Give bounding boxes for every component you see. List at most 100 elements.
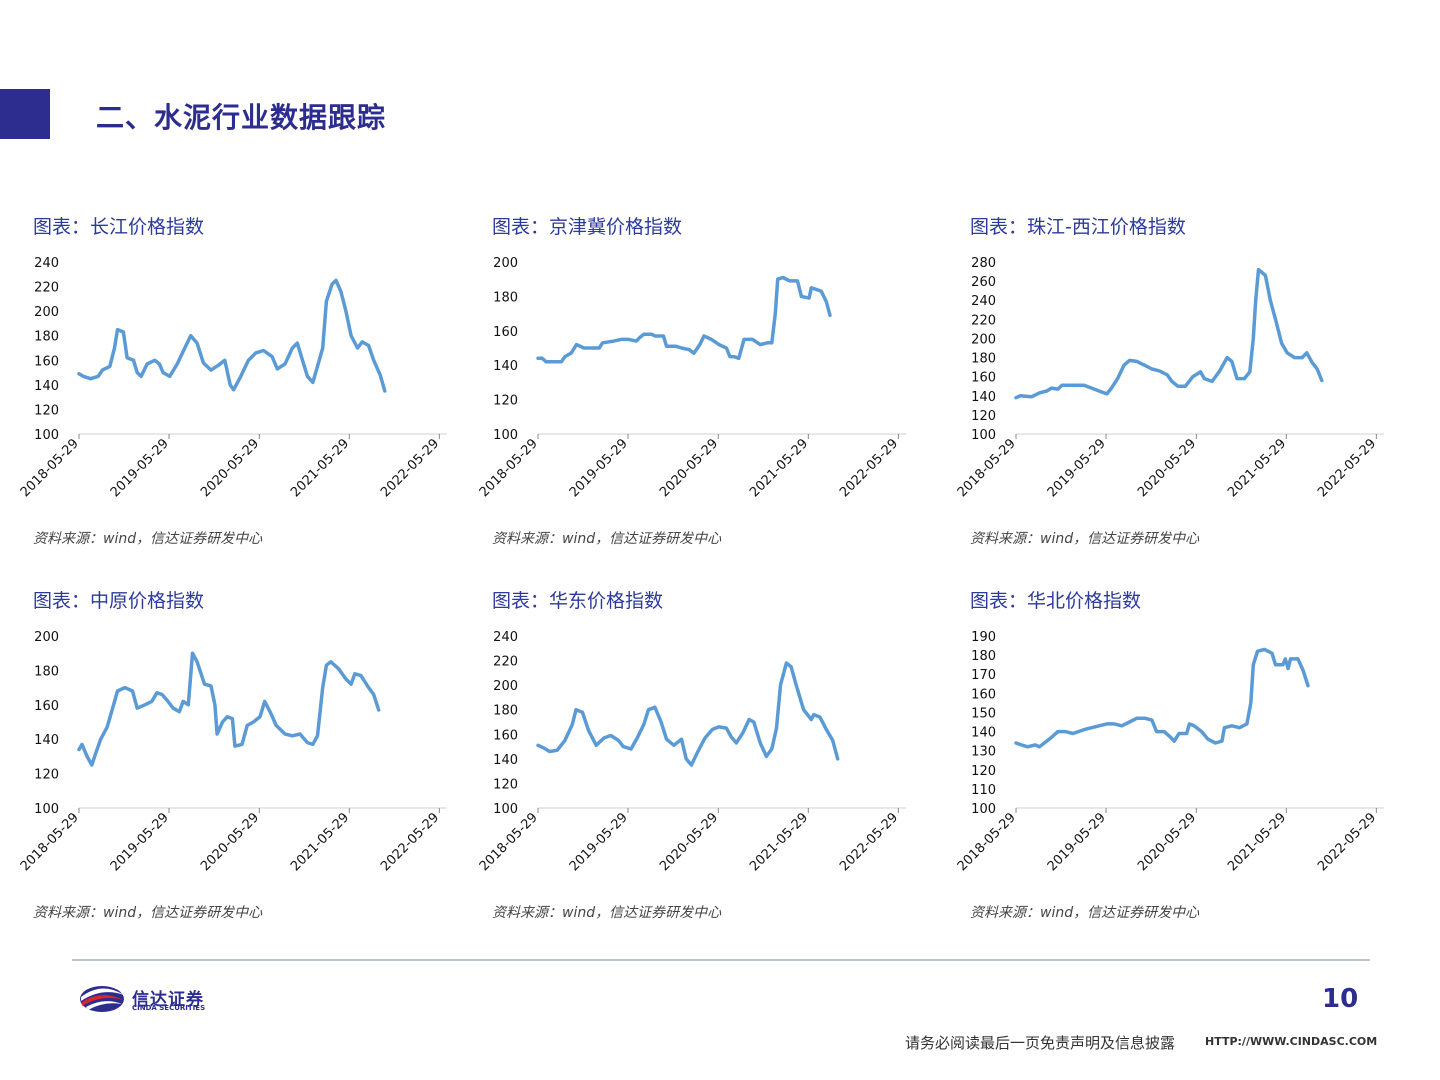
- x-tick-label: 2018-05-29: [18, 810, 82, 874]
- y-tick-label: 170: [971, 668, 996, 683]
- x-tick-label: 2018-05-29: [955, 436, 1019, 500]
- chart-source: 资料来源：wind，信达证券研发中心: [492, 905, 722, 921]
- y-tick-label: 200: [493, 256, 518, 271]
- y-tick-label: 180: [34, 330, 59, 345]
- x-tick-label: 2021-05-29: [747, 810, 811, 874]
- y-tick-label: 220: [34, 281, 59, 296]
- y-tick-label: 240: [971, 294, 996, 309]
- x-tick-label: 2018-05-29: [955, 810, 1019, 874]
- y-tick-label: 140: [971, 726, 996, 741]
- chart-source: 资料来源：wind，信达证券研发中心: [492, 531, 722, 547]
- x-tick-label: 2022-05-29: [837, 436, 901, 500]
- y-tick-label: 200: [34, 630, 59, 645]
- chart-svg: 100 120 140 160 180 200 2018-05-29 2019-05-29 20…: [18, 630, 447, 874]
- y-tick-label: 180: [493, 704, 518, 719]
- x-tick-label: 2021-05-29: [1225, 810, 1289, 874]
- chart-panel-huadong: 图表：华东价格指数 100 120 140 160 180 200 220 240 2018-0…: [477, 586, 962, 946]
- logo-text: 信达证券: [132, 990, 204, 1010]
- y-tick-label: 160: [971, 687, 996, 702]
- y-tick-label: 100: [971, 428, 996, 443]
- x-tick-label: 2021-05-29: [1225, 436, 1289, 500]
- page-title: 二、水泥行业数据跟踪: [96, 101, 387, 134]
- chart-title: 图表：长江价格指数: [33, 216, 205, 238]
- y-tick-label: 150: [971, 706, 996, 721]
- y-tick-label: 100: [34, 802, 59, 817]
- y-tick-label: 220: [493, 655, 518, 670]
- series-line: [1014, 267, 1324, 400]
- x-tick-label: 2018-05-29: [18, 436, 82, 500]
- y-tick-label: 160: [34, 699, 59, 714]
- chart-panel-huabei: 图表：华北价格指数 100 110 120 130 140 150 160 170 180 190…: [955, 586, 1440, 946]
- x-tick-label: 2022-05-29: [1315, 436, 1379, 500]
- y-tick-label: 120: [493, 777, 518, 792]
- x-tick-label: 2021-05-29: [288, 436, 352, 500]
- site-url[interactable]: HTTP://WWW.CINDASC.COM: [1205, 1035, 1378, 1048]
- x-tick-label: 2020-05-29: [657, 810, 721, 874]
- y-tick-label: 120: [971, 409, 996, 424]
- y-tick-label: 110: [971, 783, 996, 798]
- y-tick-label: 260: [971, 275, 996, 290]
- y-tick-label: 120: [34, 403, 59, 418]
- chart-svg: 100 120 140 160 180 200 220 240 260 280 2018-05-29…: [955, 256, 1384, 500]
- cinda-logo: [80, 986, 124, 1012]
- y-tick-label: 100: [493, 802, 518, 817]
- y-tick-label: 100: [34, 428, 59, 443]
- y-tick-label: 140: [34, 733, 59, 748]
- chart-title: 图表：京津冀价格指数: [492, 216, 683, 238]
- chart-source: 资料来源：wind，信达证券研发中心: [33, 905, 263, 921]
- y-tick-label: 140: [34, 379, 59, 394]
- y-tick-label: 200: [34, 305, 59, 320]
- x-tick-label: 2020-05-29: [198, 436, 262, 500]
- y-tick-label: 140: [493, 753, 518, 768]
- y-tick-label: 180: [971, 649, 996, 664]
- page-number: 10: [1322, 984, 1359, 1014]
- y-tick-label: 120: [34, 768, 59, 783]
- y-tick-label: 160: [971, 371, 996, 386]
- x-tick-label: 2022-05-29: [837, 810, 901, 874]
- y-tick-label: 220: [971, 313, 996, 328]
- chart-source: 资料来源：wind，信达证券研发中心: [970, 905, 1200, 921]
- chart-svg: 100 110 120 130 140 150 160 170 180 190 2018-05-29…: [955, 630, 1384, 874]
- x-tick-label: 2019-05-29: [1045, 810, 1109, 874]
- y-tick-label: 190: [971, 630, 996, 645]
- y-tick-label: 240: [34, 256, 59, 271]
- chart-title: 图表：华北价格指数: [970, 590, 1142, 612]
- x-tick-label: 2019-05-29: [108, 810, 172, 874]
- x-tick-label: 2019-05-29: [567, 436, 631, 500]
- y-tick-label: 100: [971, 802, 996, 817]
- x-tick-label: 2019-05-29: [567, 810, 631, 874]
- x-tick-label: 2020-05-29: [1135, 810, 1199, 874]
- series-line: [77, 278, 387, 393]
- x-tick-label: 2020-05-29: [198, 810, 262, 874]
- chart-source: 资料来源：wind，信达证券研发中心: [33, 531, 263, 547]
- y-tick-label: 280: [971, 256, 996, 271]
- series-line: [1014, 647, 1310, 749]
- chart-panel-zhujiang-xijiang: 图表：珠江-西江价格指数 100 120 140 160 180 200 220 240 260…: [955, 212, 1440, 572]
- chart-title: 图表：中原价格指数: [33, 590, 205, 612]
- x-tick-label: 2019-05-29: [108, 436, 172, 500]
- y-tick-label: 140: [493, 359, 518, 374]
- chart-source: 资料来源：wind，信达证券研发中心: [970, 531, 1200, 547]
- y-tick-label: 160: [493, 325, 518, 340]
- y-tick-label: 160: [34, 354, 59, 369]
- chart-svg: 100 120 140 160 180 200 220 240 2018-05-29 2019-0…: [18, 256, 447, 500]
- header-accent-block: [0, 89, 50, 139]
- x-tick-label: 2022-05-29: [378, 436, 442, 500]
- chart-title: 图表：珠江-西江价格指数: [970, 216, 1186, 238]
- disclaimer-text: 请务必阅读最后一页免责声明及信息披露: [905, 1034, 1176, 1052]
- chart-panel-changjiang: 图表：长江价格指数 100 120 140 160 180 200 220 240 2018-0…: [18, 212, 503, 572]
- y-tick-label: 180: [34, 664, 59, 679]
- footer-divider: [72, 959, 1370, 961]
- x-tick-label: 2019-05-29: [1045, 436, 1109, 500]
- chart-panel-jingjinji: 图表：京津冀价格指数 100 120 140 160 180 200 2018-05-29 2…: [477, 212, 962, 572]
- y-tick-label: 130: [971, 745, 996, 760]
- chart-title: 图表：华东价格指数: [492, 590, 664, 612]
- y-tick-label: 120: [493, 394, 518, 409]
- y-tick-label: 200: [493, 679, 518, 694]
- y-tick-label: 140: [971, 390, 996, 405]
- y-tick-label: 100: [493, 428, 518, 443]
- y-tick-label: 120: [971, 764, 996, 779]
- y-tick-label: 180: [493, 290, 518, 305]
